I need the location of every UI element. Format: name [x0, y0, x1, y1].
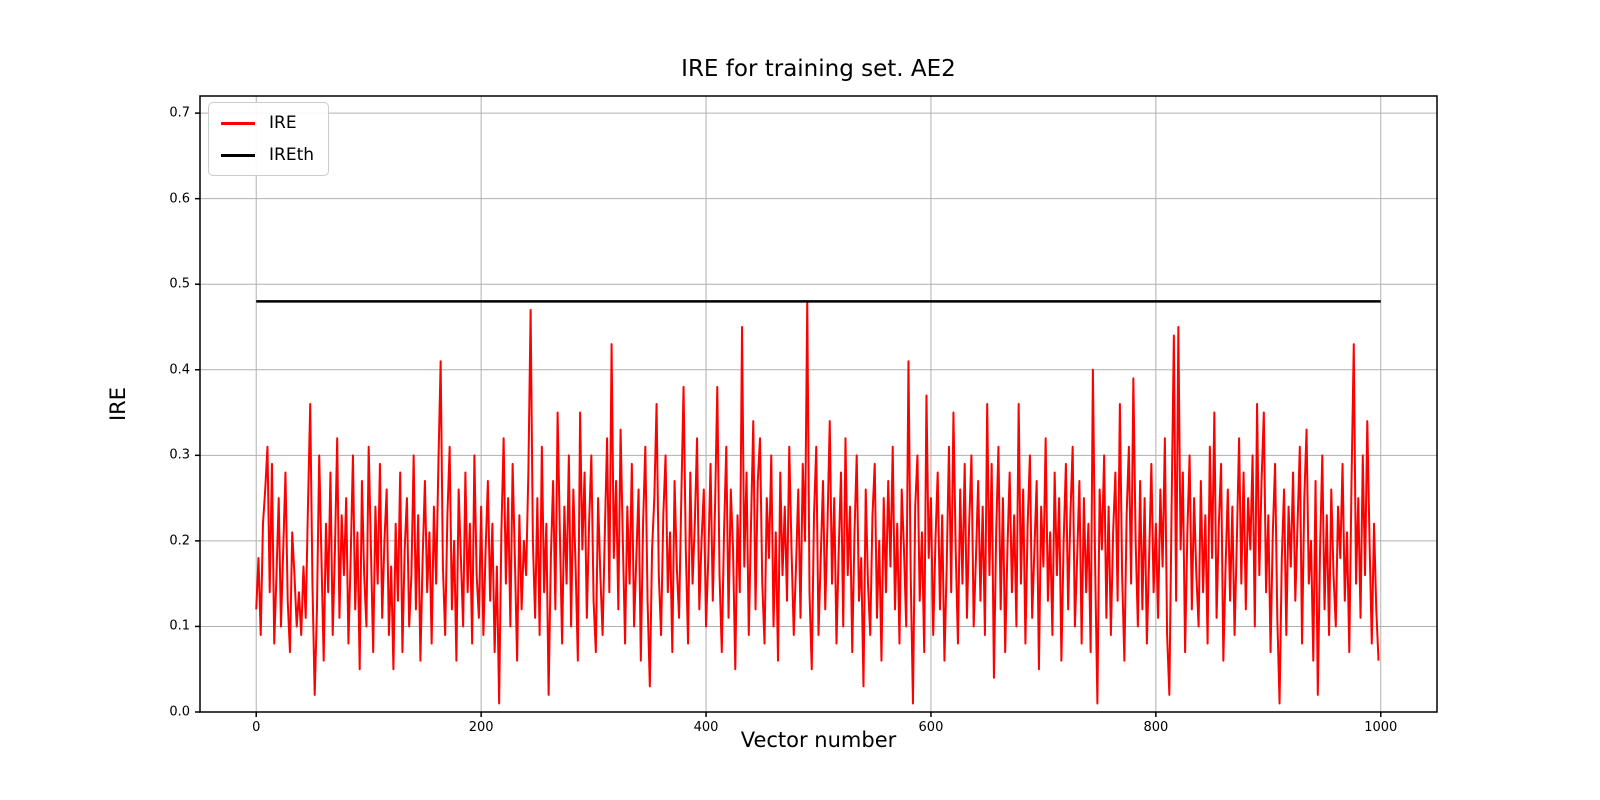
axes-spines: [199, 95, 1438, 713]
y-tick-label: 0.1: [169, 618, 190, 634]
legend-entry-ireth: IREth: [221, 145, 314, 165]
chart-title: IRE for training set. AE2: [681, 56, 956, 82]
y-tick-label: 0.4: [169, 362, 190, 378]
x-tick-label: 1000: [1364, 720, 1398, 735]
legend-entry-ire: IRE: [221, 113, 314, 133]
x-tick-label: 400: [693, 720, 719, 735]
x-tick-label: 600: [918, 720, 944, 735]
ire-series-line: [255, 300, 1380, 705]
y-tick-label: 0.6: [169, 191, 190, 207]
legend-label-ire: IRE: [269, 113, 297, 133]
y-tick-label: 0.2: [169, 533, 190, 549]
x-tick-label: 800: [1143, 720, 1169, 735]
x-tick-label: 0: [252, 720, 261, 735]
y-tick-label: 0.5: [169, 276, 190, 292]
ireth-line-swatch: [221, 153, 255, 157]
x-axis-label: Vector number: [740, 728, 897, 752]
y-tick-label: 0.7: [169, 105, 190, 121]
plot-area: IRE IREth: [195, 95, 1438, 717]
chart-canvas: [195, 95, 1438, 717]
y-tick-label: 0.0: [169, 704, 190, 720]
ire-line-swatch: [221, 121, 255, 125]
legend: IRE IREth: [208, 102, 330, 176]
legend-label-ireth: IREth: [269, 145, 315, 165]
y-tick-label: 0.3: [169, 447, 190, 463]
x-tick-label: 200: [468, 720, 494, 735]
